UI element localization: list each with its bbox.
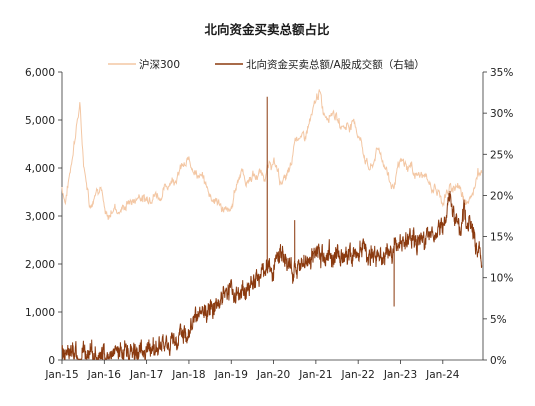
y-right-tick-label: 20% [490,190,513,202]
x-tick-label: Jan-23 [383,369,417,381]
series-line-hs300 [61,89,483,220]
legend-label-hs300: 沪深300 [139,58,180,71]
chart-title: 北向资金买卖总额占比 [204,22,330,37]
y-left-tick-label: 3,000 [25,211,55,223]
y-left-tick-label: 2,000 [25,259,55,271]
x-tick-label: Jan-21 [298,369,332,381]
x-tick-label: Jan-16 [87,369,122,381]
x-tick-label: Jan-18 [171,369,205,381]
y-right-tick-label: 25% [490,149,513,161]
y-left-tick-label: 5,000 [25,115,55,127]
y-right-tick-label: 15% [490,232,513,244]
x-tick-label: Jan-24 [425,369,460,381]
y-right-tick-label: 0% [490,355,507,367]
series-line-northbound [61,96,483,360]
x-tick-label: Jan-20 [256,369,290,381]
x-tick-label: Jan-22 [341,369,375,381]
y-left-tick-label: 1,000 [25,307,55,319]
legend: 沪深300 北向资金买卖总额/A股成交额（右轴） [108,58,425,71]
y-right-tick-label: 30% [490,108,513,120]
y-left-tick-label: 6,000 [25,67,55,79]
y-right-tick-label: 10% [490,273,513,285]
y-left-tick-label: 4,000 [25,163,55,175]
y-left-ticks: 0 1,000 2,000 3,000 4,000 5,000 6,000 [25,67,62,367]
y-right-tick-label: 35% [490,67,513,79]
legend-label-northbound: 北向资金买卖总额/A股成交额（右轴） [246,58,425,71]
y-right-ticks: 0% 5% 10% 15% 20% 25% 30% 35% [483,67,513,367]
x-tick-label: Jan-19 [214,369,248,381]
x-ticks: Jan-15 Jan-16 Jan-17 Jan-18 Jan-19 Jan-20 Jan-… [44,360,460,381]
x-tick-label: Jan-15 [44,369,78,381]
y-right-tick-label: 5% [490,314,507,326]
x-tick-label: Jan-17 [129,369,163,381]
y-left-tick-label: 0 [48,355,55,367]
